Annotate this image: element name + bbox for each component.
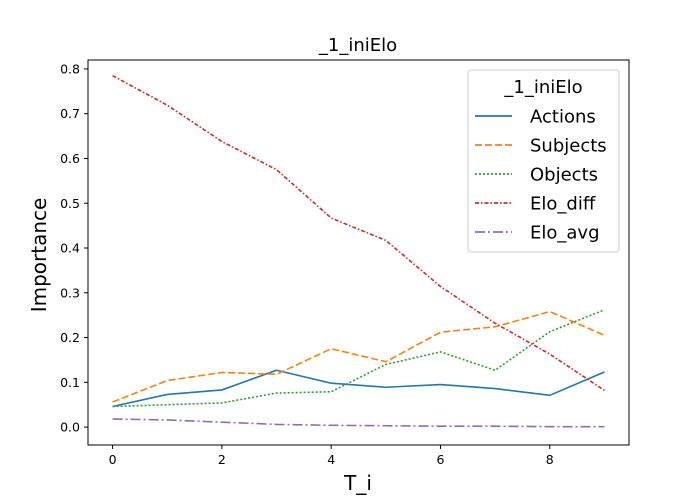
- x-tick-label: 8: [546, 452, 554, 467]
- y-tick-label: 0.5: [60, 196, 80, 211]
- legend-label: Elo_avg: [530, 223, 600, 244]
- plot-area: 0 2 4 6 8 0.0 0.1 0.2 0.3 0.4 0.5 0.6 0.7 0.8 _1_iniEl…: [60, 59, 630, 467]
- series-line-elo-avg: [112, 418, 605, 428]
- plot-frame: [87, 59, 630, 446]
- series-line-elo-diff: [112, 74, 605, 392]
- legend-label: Subjects: [530, 136, 607, 157]
- legend-label: Actions: [530, 107, 596, 128]
- series-line-subjects: [112, 310, 605, 403]
- series-line-objects: [112, 309, 605, 408]
- y-tick-label: 0.2: [60, 330, 80, 345]
- y-tick-label: 0.0: [60, 420, 80, 435]
- y-tick-label: 0.8: [60, 61, 80, 76]
- x-tick-label: 4: [327, 452, 335, 467]
- y-tick-label: 0.6: [60, 151, 80, 166]
- y-tick-label: 0.7: [60, 106, 80, 121]
- x-axis-label: T_i: [343, 471, 372, 495]
- series-line-actions: [112, 369, 605, 408]
- y-tick-label: 0.4: [60, 241, 80, 256]
- x-tick-label: 6: [436, 452, 444, 467]
- legend-label: Objects: [530, 165, 598, 186]
- x-tick-label: 0: [109, 452, 117, 467]
- y-tick-label: 0.3: [60, 285, 80, 300]
- y-axis-label: Importance: [27, 198, 51, 313]
- x-tick-label: 2: [218, 452, 226, 467]
- legend: _1_iniElo Actions Subjects Objects Elo_diff E…: [467, 69, 620, 253]
- y-tick-label: 0.1: [60, 375, 80, 390]
- legend-title: _1_iniElo: [503, 77, 582, 98]
- chart-title: _1_iniElo: [318, 35, 397, 56]
- legend-label: Elo_diff: [530, 194, 596, 215]
